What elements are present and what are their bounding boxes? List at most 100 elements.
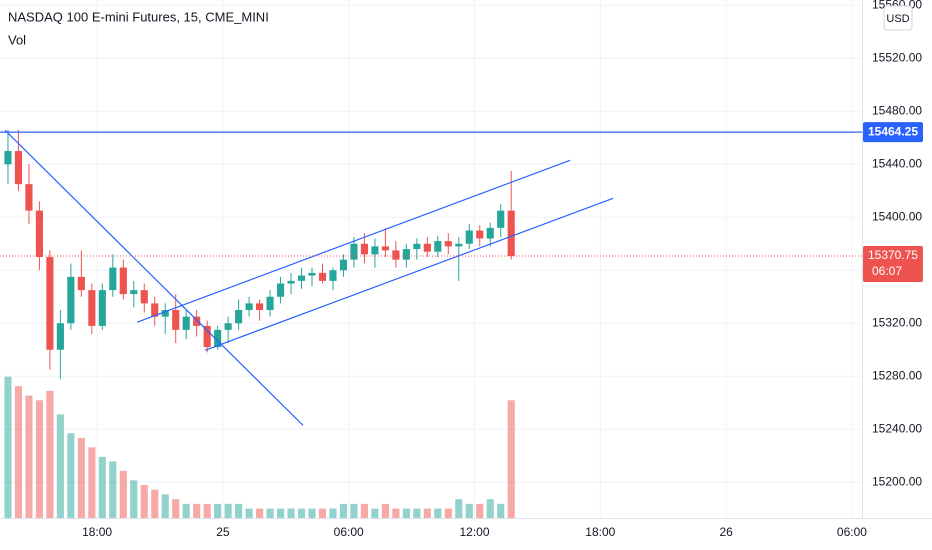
volume-bar — [35, 400, 43, 518]
candle-body — [329, 270, 337, 281]
candle-body — [297, 275, 306, 281]
volume-bar — [266, 508, 274, 518]
volume-bar — [109, 461, 117, 518]
volume-bar — [140, 485, 148, 518]
volume-bar — [360, 503, 368, 518]
volume-bar — [245, 508, 253, 518]
candle-body — [360, 243, 368, 255]
candle-body — [434, 241, 442, 252]
axes: 15200.0015240.0015280.0015320.0015360.00… — [82, 0, 923, 539]
y-tick-label: 15400.00 — [872, 209, 922, 223]
x-tick-label: 06:00 — [334, 525, 364, 539]
y-tick-label: 15520.00 — [872, 50, 922, 64]
candle-body — [339, 259, 348, 271]
volume-bar — [98, 456, 106, 518]
trend-line — [4, 129, 304, 426]
volume-bar — [88, 447, 96, 518]
volume-bar — [318, 508, 327, 518]
volume-bar — [182, 503, 190, 518]
volume-bar — [444, 508, 452, 518]
candle-body — [88, 290, 96, 326]
chart-title: NASDAQ 100 E-mini Futures, 15, CME_MINI — [8, 9, 269, 24]
y-tick-label: 15320.00 — [872, 315, 922, 329]
volume-bar — [203, 503, 211, 518]
candle-body — [455, 243, 463, 247]
last-price-box — [863, 246, 923, 283]
y-tick-label: 15480.00 — [872, 103, 922, 117]
candle-body — [130, 290, 138, 295]
volume-bar — [423, 508, 431, 518]
y-tick-label: 15280.00 — [872, 368, 922, 382]
volume-bar — [214, 503, 222, 518]
volume-bar — [77, 437, 85, 518]
candle-body — [4, 151, 12, 165]
candle-body — [497, 210, 505, 228]
candle-body — [172, 310, 180, 330]
volume-bar — [465, 503, 473, 518]
candle-body — [203, 325, 211, 348]
volume-bar — [381, 503, 389, 518]
candle-body — [35, 210, 43, 258]
volume-bar — [392, 508, 400, 518]
grid — [0, 0, 862, 518]
indicator-label: Vol — [8, 32, 26, 47]
candle-body — [507, 210, 515, 257]
volume-bar — [287, 508, 295, 518]
candle-body — [25, 184, 33, 211]
candle-body — [235, 310, 243, 324]
currency-label: USD — [886, 13, 909, 25]
candle-body — [182, 316, 190, 330]
candle-body — [392, 250, 400, 260]
candle-body — [476, 230, 484, 239]
last-price-label: 15370.75 — [868, 248, 918, 262]
candle-body — [266, 296, 274, 311]
volume-bar — [476, 503, 484, 518]
candle-body — [287, 280, 295, 284]
volume-bar — [371, 508, 379, 518]
candle-body — [77, 276, 85, 291]
volume-bar — [172, 499, 180, 518]
candle-body — [56, 323, 64, 350]
drawings — [0, 129, 862, 426]
volume-bar — [339, 503, 348, 518]
volume-bar — [486, 499, 494, 518]
volume-bar — [151, 489, 159, 518]
candle-body — [256, 303, 264, 311]
volume-pane — [4, 376, 515, 518]
volume-bar — [308, 508, 316, 518]
candle-body — [402, 249, 410, 260]
candle-body — [14, 151, 23, 185]
candle-body — [193, 316, 201, 326]
candle-body — [109, 267, 117, 291]
volume-bar — [235, 503, 243, 518]
volume-bar — [329, 508, 337, 518]
volume-bar — [161, 494, 169, 518]
candle-body — [67, 276, 75, 324]
y-tick-label: 15440.00 — [872, 156, 922, 170]
x-tick-label: 12:00 — [459, 525, 489, 539]
candle-body — [119, 267, 127, 295]
candle-body — [423, 243, 431, 252]
candles — [4, 129, 515, 379]
candle-body — [371, 246, 379, 255]
currency-box[interactable] — [883, 5, 913, 31]
hline-price-label: 15464.25 — [868, 124, 918, 138]
volume-bar — [434, 508, 442, 518]
candle-body — [151, 303, 159, 317]
volume-bar — [193, 503, 201, 518]
volume-bar — [25, 395, 33, 518]
volume-bar — [402, 508, 410, 518]
volume-bar — [14, 386, 23, 518]
candle-body — [245, 303, 253, 311]
candle-body — [381, 246, 389, 251]
candle-body — [276, 283, 285, 297]
volume-bar — [4, 376, 12, 518]
candle-body — [140, 290, 148, 304]
countdown-label: 06:07 — [872, 264, 902, 278]
y-tick-label: 15240.00 — [872, 421, 922, 435]
hline-price-box — [863, 122, 923, 143]
volume-bar — [413, 508, 421, 518]
